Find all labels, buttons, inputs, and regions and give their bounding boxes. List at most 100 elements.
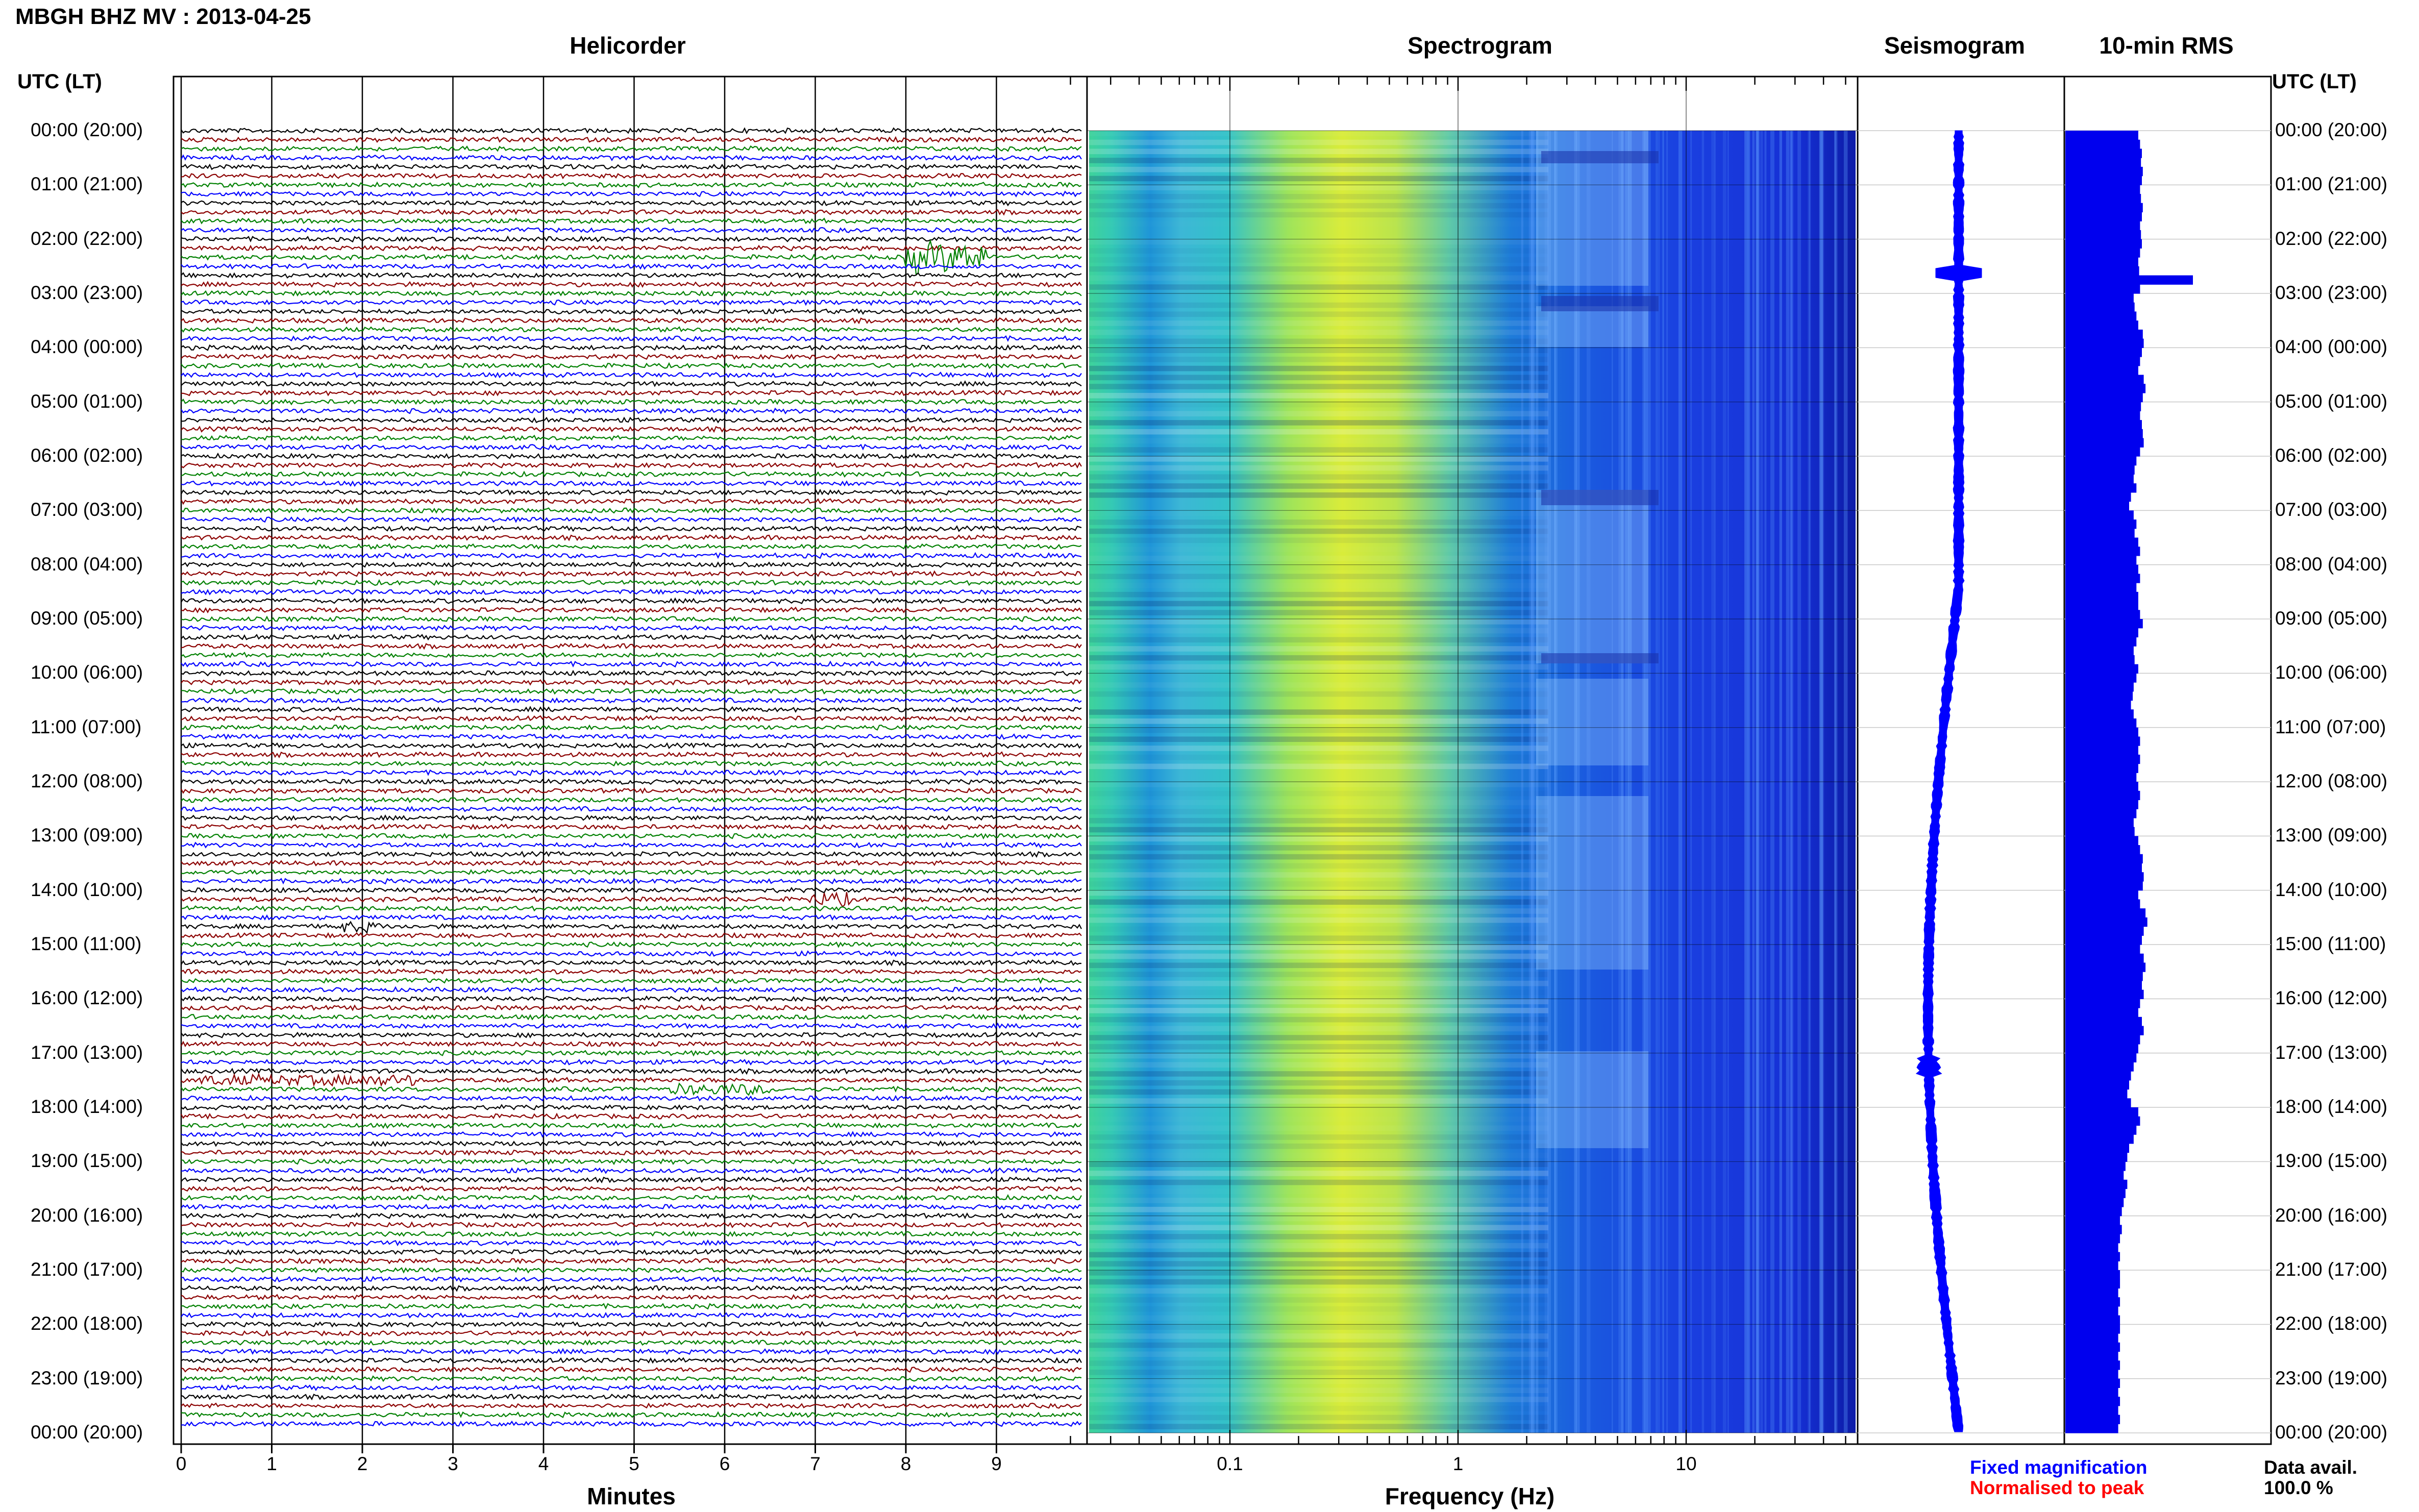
- rms-bar: [2065, 854, 2143, 864]
- rms-bar: [2065, 456, 2137, 466]
- helicorder-trace: [181, 1276, 1082, 1283]
- time-label-right: 12:00 (08:00): [2275, 771, 2388, 791]
- helicorder-trace: [181, 434, 1082, 441]
- spectrogram-band: [1770, 131, 1774, 1433]
- rms-bar: [2065, 817, 2134, 828]
- rms-bar: [2065, 1098, 2131, 1108]
- time-label-right: 10:00 (06:00): [2275, 662, 2388, 683]
- helicorder-trace: [181, 769, 1082, 776]
- spectrogram-band: [1618, 131, 1622, 1433]
- rms-bar: [2065, 1161, 2126, 1171]
- rms-bar: [2065, 302, 2135, 312]
- rms-bar: [2065, 962, 2146, 972]
- helicorder-trace: [181, 814, 1082, 822]
- helicorder-trace: [181, 869, 1082, 876]
- time-axis-header-right: UTC (LT): [2272, 70, 2357, 93]
- spectrogram-band: [1821, 131, 1823, 1433]
- rms-bar: [2065, 1234, 2120, 1244]
- spectrogram-stripe: [1089, 1044, 1548, 1050]
- spectrogram-stripe: [1089, 411, 1548, 417]
- rms-bar: [2065, 1198, 2124, 1207]
- helicorder-trace: [181, 1149, 1082, 1156]
- spectrogram-band: [1628, 131, 1632, 1433]
- spectrogram-stripe: [1089, 456, 1548, 462]
- rms-bar: [2065, 1270, 2120, 1280]
- rms-bar: [2065, 1206, 2122, 1217]
- time-label-right: 14:00 (10:00): [2275, 879, 2388, 900]
- helicorder-trace: [181, 1321, 1082, 1328]
- rms-bar: [2065, 519, 2137, 529]
- helicorder-x-tick-label: 8: [900, 1453, 911, 1474]
- rms-bar: [2065, 754, 2140, 764]
- helicorder-trace: [181, 217, 1082, 225]
- spectrogram-stripe: [1089, 1406, 1548, 1411]
- spectrogram-stripe: [1089, 1378, 1548, 1384]
- spectrogram-band: [1612, 131, 1613, 1433]
- helicorder-trace: [181, 1058, 1082, 1065]
- helicorder-x-tick-label: 3: [448, 1453, 458, 1474]
- helicorder-trace: [181, 1311, 1082, 1319]
- spectrogram-band: [1821, 131, 1824, 1433]
- rms-bar: [2065, 619, 2143, 629]
- rms-bar: [2065, 203, 2143, 213]
- spectrogram-stripe: [1089, 1315, 1548, 1321]
- spectrogram-title: Spectrogram: [1408, 32, 1552, 59]
- rms-bar: [2065, 239, 2142, 249]
- time-label-right: 13:00 (09:00): [2275, 825, 2388, 846]
- rms-bar: [2065, 320, 2138, 330]
- spectrogram-stripe: [1089, 284, 1548, 290]
- helicorder-trace: [181, 1185, 1082, 1192]
- helicorder-trace: [181, 715, 1082, 722]
- rms-bar: [2065, 908, 2146, 918]
- helicorder-trace: [181, 921, 1082, 934]
- helicorder-x-tick-label: 9: [991, 1453, 1002, 1474]
- spectrogram-band: [1756, 131, 1758, 1433]
- helicorder-trace: [181, 797, 1082, 804]
- spectrogram-band: [1574, 131, 1578, 1433]
- spectrogram-stripe: [1089, 574, 1548, 580]
- spectrogram-stripe: [1089, 836, 1548, 841]
- legend-normalised-to-peak: Normalised to peak: [1970, 1477, 2144, 1498]
- rms-bar: [2065, 185, 2140, 194]
- spectrogram-band: [1809, 131, 1811, 1433]
- rms-bar: [2065, 501, 2129, 511]
- spectrogram-stripe: [1089, 863, 1548, 869]
- rms-bar: [2065, 1279, 2120, 1289]
- spectrogram-stripe: [1089, 1107, 1548, 1113]
- helicorder-trace: [181, 570, 1082, 577]
- spectrogram-band: [1642, 131, 1645, 1433]
- rms-bar: [2065, 1035, 2140, 1045]
- spectrogram-stripe: [1089, 492, 1548, 498]
- rms-bar: [2065, 1188, 2126, 1198]
- spectrogram-stripe: [1089, 1351, 1548, 1357]
- rms-bar: [2065, 773, 2137, 782]
- time-label-right: 21:00 (17:00): [2275, 1259, 2388, 1280]
- helicorder-trace: [181, 1104, 1082, 1111]
- helicorder-trace: [181, 407, 1082, 415]
- helicorder-trace: [181, 932, 1082, 939]
- spectrogram-band: [1755, 131, 1759, 1433]
- spectrogram-stripe: [1089, 248, 1548, 254]
- rms-bar: [2065, 718, 2137, 728]
- spectrogram-band: [1690, 131, 1692, 1433]
- time-label-right: 20:00 (16:00): [2275, 1204, 2388, 1226]
- rms-bar: [2065, 746, 2138, 755]
- spectrogram-stripe: [1089, 565, 1548, 571]
- helicorder-trace: [181, 914, 1082, 921]
- spectrogram-band: [1819, 131, 1821, 1433]
- helicorder-trace: [181, 1357, 1082, 1364]
- rms-bar: [2065, 673, 2137, 683]
- spectrogram-stripe: [1089, 1234, 1548, 1240]
- spectrogram-event-block: [1536, 796, 1648, 970]
- spectrogram-band: [1647, 131, 1651, 1433]
- rms-bar: [2065, 664, 2138, 674]
- spectrogram-band: [1746, 131, 1750, 1433]
- helicorder-trace: [181, 652, 1082, 658]
- rms-bar: [2065, 248, 2140, 258]
- helicorder-trace: [181, 1420, 1082, 1427]
- spectrogram-stripe: [1089, 1216, 1548, 1222]
- rms-bar: [2065, 492, 2131, 502]
- helicorder-trace: [181, 697, 1082, 704]
- rms-bar: [2065, 1297, 2120, 1307]
- helicorder-trace: [181, 181, 1082, 188]
